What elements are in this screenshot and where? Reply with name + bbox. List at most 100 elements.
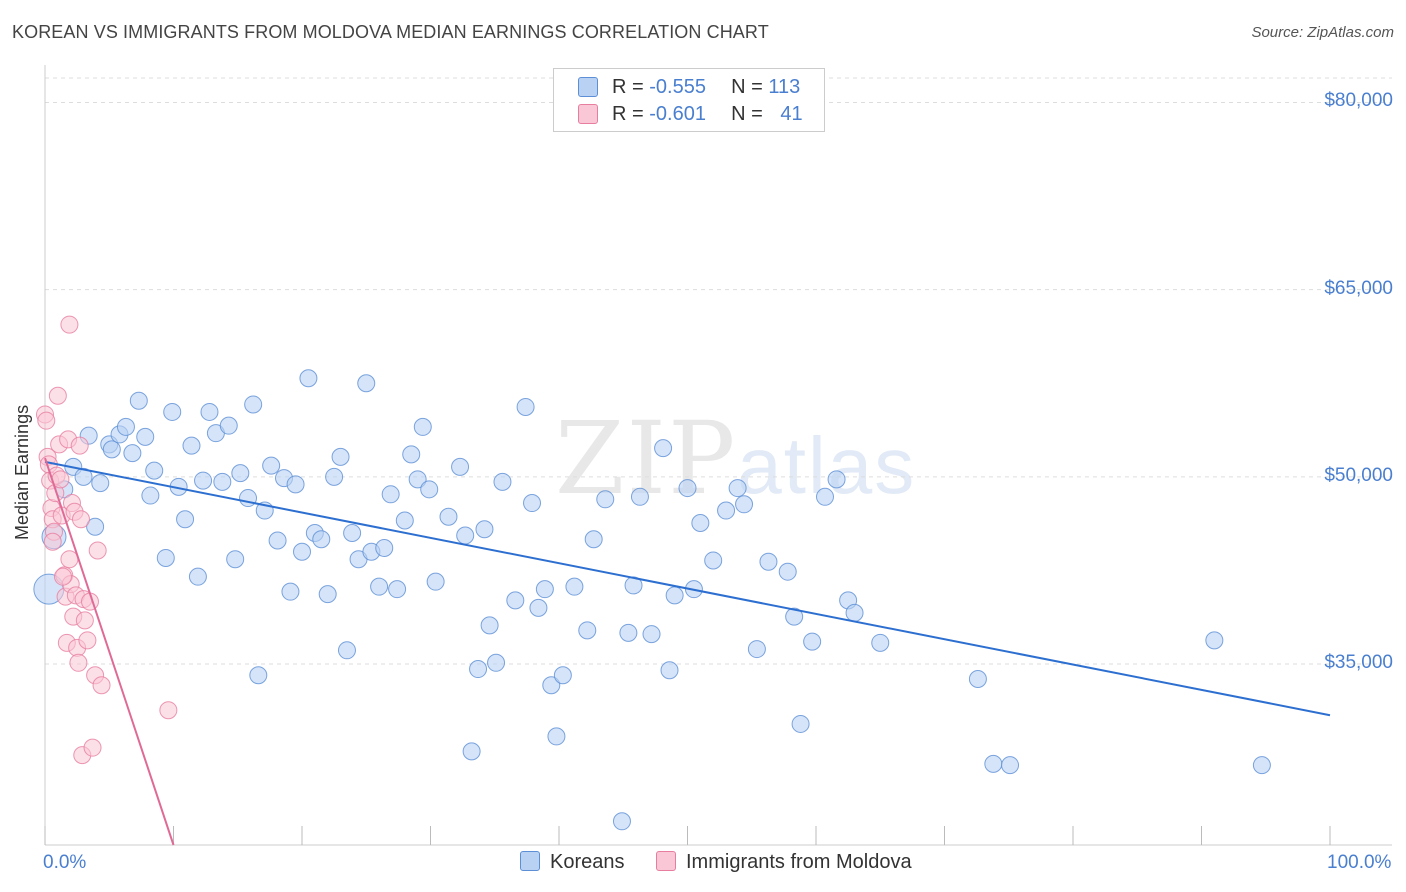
korean-point	[357, 374, 376, 393]
korean-point	[375, 538, 394, 557]
correlation-legend: R = -0.555 N = 113 R = -0.601 N = 41	[553, 68, 825, 132]
korean-point	[547, 727, 566, 746]
korean-point	[759, 552, 778, 571]
korean-point	[665, 586, 684, 605]
korean-point	[871, 633, 890, 652]
korean-point	[462, 742, 481, 761]
korean-point	[516, 397, 535, 416]
korean-point	[262, 456, 281, 475]
korean-point	[1001, 756, 1020, 775]
korean-point	[395, 511, 414, 530]
y-tick-label: $80,000	[1324, 90, 1393, 112]
korean-point	[249, 666, 268, 685]
moldova-point	[48, 386, 67, 405]
legend-r-label: R =	[612, 103, 650, 125]
moldova-point	[60, 315, 79, 334]
korean-point	[1205, 631, 1224, 650]
moldova-point	[43, 532, 62, 551]
korean-point	[778, 562, 797, 581]
moldova-point	[70, 436, 89, 455]
korean-point	[226, 550, 245, 569]
korean-point	[480, 616, 499, 635]
bottom-legend-label: Immigrants from Moldova	[686, 851, 912, 873]
korean-point	[219, 416, 238, 435]
korean-point	[116, 417, 135, 436]
korean-point	[281, 582, 300, 601]
korean-point	[717, 501, 736, 520]
bottom-legend-moldova: Immigrants from Moldova	[656, 851, 912, 877]
moldova-point	[69, 653, 88, 672]
korean-point	[299, 369, 318, 388]
korean-point	[182, 436, 201, 455]
moldova-point	[83, 738, 102, 757]
moldova-point	[60, 550, 79, 569]
bottom-legend-label: Koreans	[550, 851, 625, 873]
legend-swatch-blue	[578, 77, 598, 97]
korean-point	[735, 495, 754, 514]
korean-point	[176, 510, 195, 529]
chart-title: KOREAN VS IMMIGRANTS FROM MOLDOVA MEDIAN…	[12, 22, 769, 42]
korean-point	[747, 640, 766, 659]
korean-point	[451, 457, 470, 476]
moldova-trend-line	[44, 457, 175, 846]
y-tick-label: $50,000	[1324, 464, 1393, 486]
korean-point	[660, 661, 679, 680]
korean-point	[213, 472, 232, 491]
bottom-legend-koreans: Koreans	[520, 851, 625, 877]
koreans-points	[33, 369, 1271, 831]
moldova-point	[75, 611, 94, 630]
moldova-point	[92, 676, 111, 695]
korean-point	[803, 632, 822, 651]
korean-point	[612, 812, 631, 831]
korean-point	[642, 625, 661, 644]
korean-point	[469, 660, 488, 679]
korean-point	[785, 607, 804, 626]
korean-point	[145, 461, 164, 480]
korean-point	[420, 480, 439, 499]
legend-r-label: R =	[612, 76, 650, 98]
korean-point	[268, 531, 287, 550]
bottom-legend-swatch-blue	[520, 851, 540, 871]
korean-point	[845, 603, 864, 622]
korean-point	[1252, 756, 1271, 775]
korean-point	[654, 439, 673, 458]
korean-point	[619, 623, 638, 642]
korean-point	[553, 666, 572, 685]
korean-point	[565, 577, 584, 596]
legend-n-value: 113	[768, 76, 801, 98]
korean-point	[231, 464, 250, 483]
gridlines	[45, 77, 1392, 665]
korean-point	[244, 395, 263, 414]
korean-point	[704, 551, 723, 570]
korean-point	[968, 670, 987, 689]
korean-point	[388, 580, 407, 599]
korean-point	[456, 526, 475, 545]
korean-point	[529, 598, 548, 617]
korean-point	[163, 402, 182, 421]
korean-point	[331, 447, 350, 466]
legend-r-value: -0.601	[649, 103, 706, 125]
korean-point	[156, 548, 175, 567]
korean-point	[312, 530, 331, 549]
legend-r-value: -0.555	[649, 76, 706, 98]
korean-point	[286, 475, 305, 494]
moldova-point	[71, 510, 90, 529]
trend-lines	[44, 457, 1331, 846]
korean-point	[293, 542, 311, 561]
korean-point	[343, 524, 362, 542]
legend-swatch-pink	[578, 104, 598, 124]
korean-point	[542, 676, 561, 695]
moldova-point	[88, 541, 107, 560]
bottom-legend-swatch-pink	[656, 851, 676, 871]
moldova-point	[37, 411, 56, 430]
y-axis-title: Median Earnings	[12, 404, 32, 540]
y-tick-label: $65,000	[1324, 277, 1393, 299]
korean-point	[678, 479, 697, 498]
korean-point	[413, 417, 432, 436]
korean-point	[728, 479, 747, 498]
korean-point	[487, 653, 506, 672]
korean-point	[535, 580, 554, 599]
korean-point	[129, 391, 148, 410]
axes	[44, 65, 1392, 846]
koreans-trend-line	[44, 460, 1331, 717]
